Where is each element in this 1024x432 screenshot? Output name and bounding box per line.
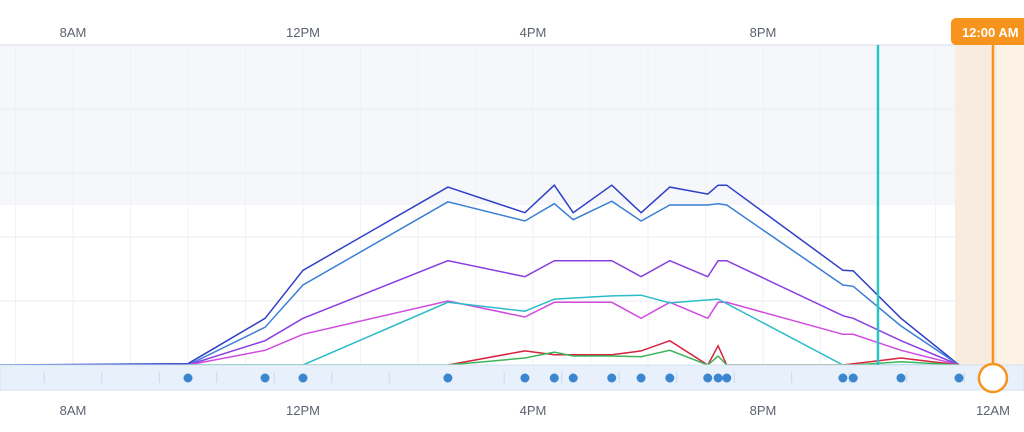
event-marker[interactable]	[713, 373, 723, 383]
event-marker[interactable]	[703, 373, 713, 383]
x-tick-label-top: 8PM	[750, 25, 777, 40]
series-line-2	[0, 200, 960, 366]
x-tick-label-bottom: 12AM	[976, 403, 1010, 418]
event-marker[interactable]	[665, 373, 675, 383]
event-track[interactable]	[0, 364, 1024, 391]
event-marker[interactable]	[722, 373, 732, 383]
time-cursor[interactable]: 12:00 AM	[950, 18, 1024, 394]
event-marker[interactable]	[298, 373, 308, 383]
event-marker[interactable]	[260, 373, 270, 383]
event-marker[interactable]	[568, 373, 578, 383]
series-line-7	[188, 349, 960, 366]
x-tick-label-bottom: 12PM	[286, 403, 320, 418]
x-tick-label-top: 12PM	[286, 25, 320, 40]
x-tick-label-bottom: 8AM	[60, 403, 87, 418]
series-line-1	[0, 184, 960, 366]
event-marker[interactable]	[636, 373, 646, 383]
event-marker[interactable]	[183, 373, 193, 383]
event-marker[interactable]	[607, 373, 617, 383]
event-marker[interactable]	[549, 373, 559, 383]
shaded-band	[0, 45, 1024, 205]
cursor-label: 12:00 AM	[962, 25, 1019, 40]
future-shade	[997, 45, 1024, 365]
event-marker[interactable]	[520, 373, 530, 383]
cursor-handle[interactable]	[977, 362, 1009, 394]
event-marker[interactable]	[443, 373, 453, 383]
event-marker[interactable]	[954, 373, 964, 383]
x-tick-label-top: 4PM	[520, 25, 547, 40]
x-tick-label-bottom: 8PM	[750, 403, 777, 418]
event-marker[interactable]	[848, 373, 858, 383]
series-line-5	[188, 294, 959, 366]
event-marker[interactable]	[896, 373, 906, 383]
event-marker[interactable]	[838, 373, 848, 383]
cursor-shade	[955, 45, 997, 365]
series-line-4	[187, 300, 960, 366]
series-line-3	[187, 259, 960, 366]
cursor-label-box	[950, 18, 1024, 45]
x-tick-label-bottom: 4PM	[520, 403, 547, 418]
x-tick-label-top: 8AM	[60, 25, 87, 40]
